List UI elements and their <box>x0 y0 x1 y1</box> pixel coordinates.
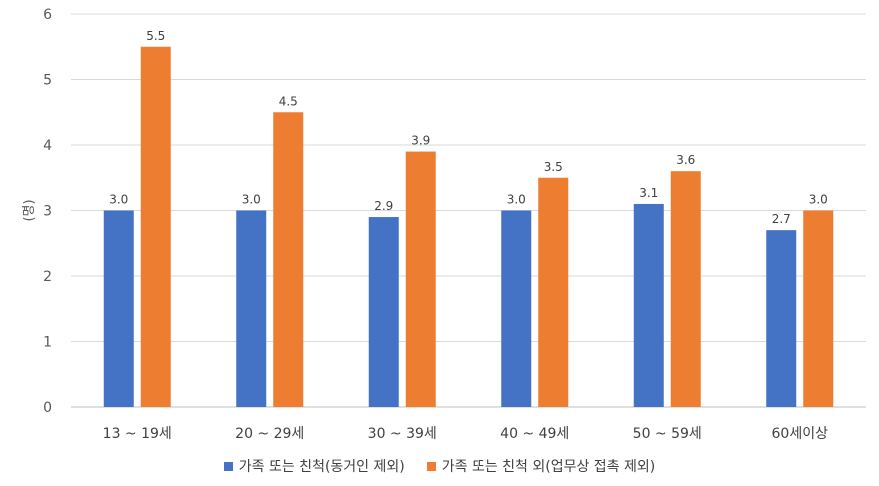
data-label-series-2: 5.5 <box>146 29 165 43</box>
legend-swatch-series-1 <box>223 461 233 471</box>
data-label-series-2: 4.5 <box>279 94 298 108</box>
bar-series-1 <box>103 210 134 407</box>
x-tick-label: 13 ~ 19세 <box>103 426 172 442</box>
bar-series-1 <box>501 210 532 407</box>
bar-series-1 <box>633 203 664 407</box>
legend-label-series-2: 가족 또는 친척 외(업무상 접촉 제외) <box>441 459 656 475</box>
bar-series-2 <box>273 112 304 407</box>
data-label-series-1: 3.0 <box>109 193 128 207</box>
x-tick-label: 40 ~ 49세 <box>500 426 569 442</box>
y-tick-label: 2 <box>43 269 52 285</box>
data-label-series-1: 2.7 <box>772 212 791 226</box>
data-label-series-2: 3.0 <box>809 193 828 207</box>
x-tick-label: 50 ~ 59세 <box>633 426 702 442</box>
y-axis-title: (명) <box>22 199 37 221</box>
gridlines <box>71 13 866 408</box>
bar-series-2 <box>405 151 436 407</box>
legend-label-series-1: 가족 또는 친척(동거인 제외) <box>238 459 405 475</box>
bar-series-2 <box>670 171 701 407</box>
legend-swatch-series-2 <box>426 461 436 471</box>
data-label-series-1: 2.9 <box>374 199 393 213</box>
legend-item-series-2: 가족 또는 친척 외(업무상 접촉 제외) <box>426 456 656 476</box>
bar-series-2 <box>803 210 834 407</box>
bar-series-2 <box>140 46 171 407</box>
data-label-series-2: 3.6 <box>676 153 695 167</box>
data-label-series-2: 3.5 <box>544 160 563 174</box>
y-tick-label: 6 <box>43 7 52 23</box>
bar-series-2 <box>538 177 569 407</box>
legend-item-series-1: 가족 또는 친척(동거인 제외) <box>223 456 405 476</box>
bar-series-1 <box>368 217 399 407</box>
x-tick-label: 20 ~ 29세 <box>235 426 304 442</box>
data-label-series-2: 3.9 <box>411 134 430 148</box>
y-tick-label: 0 <box>43 400 52 416</box>
bars <box>103 46 834 407</box>
y-axis: 0 1 2 3 4 5 6 <box>43 7 52 416</box>
x-axis: 13 ~ 19세 20 ~ 29세 30 ~ 39세 40 ~ 49세 50 ~ 59세… <box>103 426 828 442</box>
legend: 가족 또는 친척(동거인 제외) 가족 또는 친척 외(업무상 접촉 제외) <box>0 456 879 476</box>
data-label-series-1: 3.0 <box>507 193 526 207</box>
y-tick-label: 1 <box>43 335 52 351</box>
x-tick-label: 30 ~ 39세 <box>368 426 437 442</box>
bar-series-1 <box>766 230 797 407</box>
data-label-series-1: 3.1 <box>639 186 658 200</box>
y-tick-label: 4 <box>43 138 52 154</box>
data-label-series-1: 3.0 <box>242 193 261 207</box>
y-tick-label: 5 <box>43 73 52 89</box>
data-labels: 3.0 5.5 3.0 4.5 2.9 3.9 3.0 3.5 3.1 3.6 2.7 3.0 <box>109 29 828 226</box>
y-tick-label: 3 <box>43 204 52 220</box>
x-tick-label: 60세이상 <box>772 426 829 442</box>
bar-series-1 <box>236 210 267 407</box>
